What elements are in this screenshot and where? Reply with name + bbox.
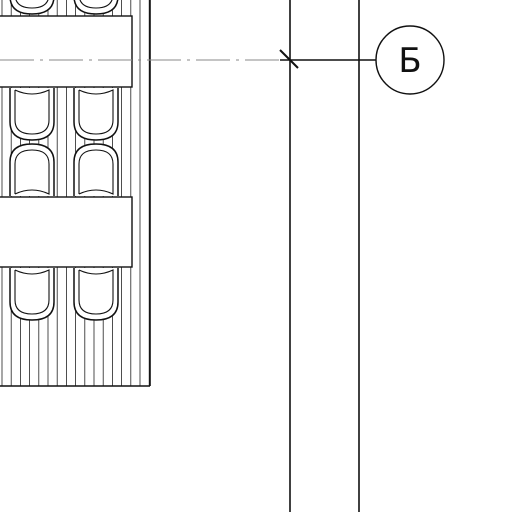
chair [73, 268, 119, 321]
chair [73, 88, 119, 141]
chair [9, 88, 55, 141]
chair [73, 0, 119, 15]
chair [9, 143, 55, 196]
table-bottom [0, 196, 133, 268]
axis-tick-mark [279, 49, 299, 69]
grid-axis-bubble [375, 25, 445, 95]
chair [9, 268, 55, 321]
chairs [9, 0, 119, 321]
chair [9, 0, 55, 15]
table-top [0, 15, 133, 88]
chair [73, 143, 119, 196]
grid-axis-marker-label: Б [398, 41, 421, 81]
